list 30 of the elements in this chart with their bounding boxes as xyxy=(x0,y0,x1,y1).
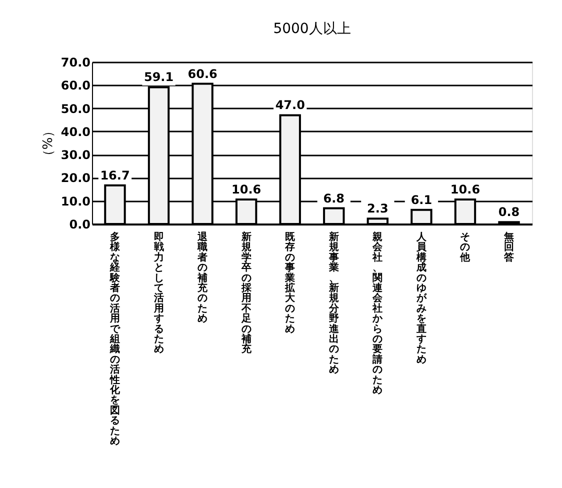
data-label: 6.8 xyxy=(323,191,345,206)
data-label: 47.0 xyxy=(275,98,305,112)
category-label: 新規事業、新規分野進出のため xyxy=(328,232,339,376)
y-axis-title: （%） xyxy=(40,124,56,163)
data-label: 10.6 xyxy=(450,182,480,196)
category-label: 人員構成のゆがみを直すため xyxy=(416,232,426,366)
category-label: 即戦力として活用するため xyxy=(154,232,164,356)
y-tick-label: 70.0 xyxy=(60,56,90,70)
category-label: 退職者の補充のため xyxy=(198,232,208,325)
data-label: 0.8 xyxy=(498,205,520,220)
category-label: 親会社、関連会社からの要請のため xyxy=(372,232,383,396)
chart-title: 5000人以上 xyxy=(273,21,351,37)
y-tick-label: 20.0 xyxy=(60,171,90,186)
y-tick-label: 30.0 xyxy=(60,148,90,162)
data-label: 16.7 xyxy=(100,168,130,182)
category-label: 多様な経験者の活用で組織の活性化を図るため xyxy=(110,232,120,447)
y-tick-label: 10.0 xyxy=(60,194,90,208)
category-label: 既存の事業拡大のため xyxy=(285,232,296,335)
y-tick-label: 40.0 xyxy=(60,124,90,139)
category-label: 新規学卒の採用不足の補充 xyxy=(241,232,252,356)
x-tick-label: その他 xyxy=(459,232,472,264)
data-label: 2.3 xyxy=(367,202,388,216)
data-label: 60.6 xyxy=(188,66,218,81)
data-label: 6.1 xyxy=(410,192,432,207)
x-tick-label: 無回答 xyxy=(503,231,516,264)
data-label: 59.1 xyxy=(144,70,174,84)
data-label: 10.6 xyxy=(232,182,262,196)
y-tick-label: 0.0 xyxy=(69,218,90,232)
y-tick-label: 60.0 xyxy=(60,78,90,93)
y-tick-label: 50.0 xyxy=(60,102,90,116)
